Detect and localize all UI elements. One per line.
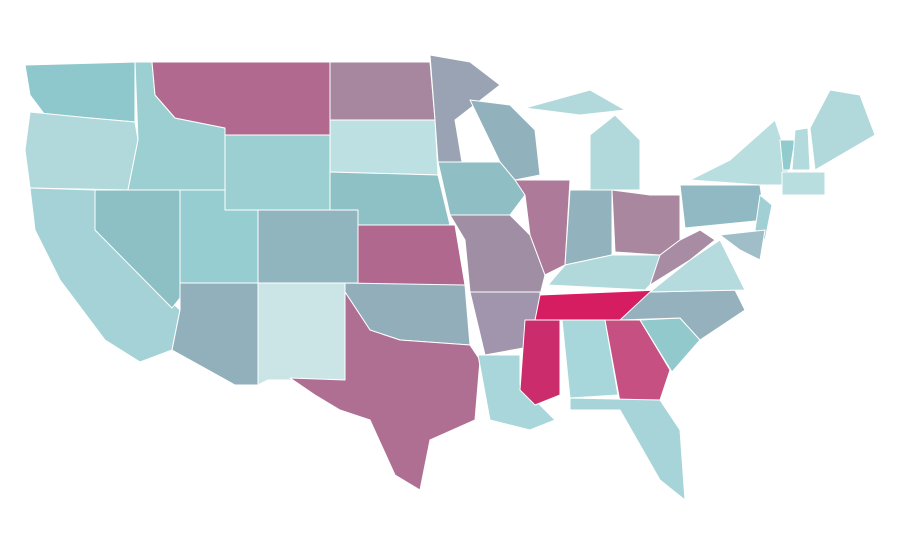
state-region [679,184,766,229]
state-region [449,214,546,296]
state-region [469,99,541,181]
state-region [779,139,796,171]
state-region [754,194,773,241]
state-region [564,189,613,266]
state-region [561,319,619,399]
state-region [477,354,556,431]
state-region [257,282,346,386]
state-region [429,54,501,163]
state-region [611,189,681,256]
state-region [519,319,561,406]
state-region [569,397,686,501]
state-region [514,179,571,276]
state-region [437,161,526,216]
state-region [289,291,481,491]
state-region [24,111,139,191]
state-region [329,61,436,121]
state-region [257,209,359,284]
state-region [649,229,716,286]
state-region [357,224,466,286]
state-region [589,114,641,191]
state-region [649,239,746,293]
state-region [719,229,766,261]
state-region [171,282,259,386]
state-region [809,89,876,171]
state-region [781,171,826,196]
state-region [524,89,626,116]
state-region [329,119,439,176]
state-region [791,127,811,171]
state-region [689,119,791,186]
state-region [224,134,331,211]
